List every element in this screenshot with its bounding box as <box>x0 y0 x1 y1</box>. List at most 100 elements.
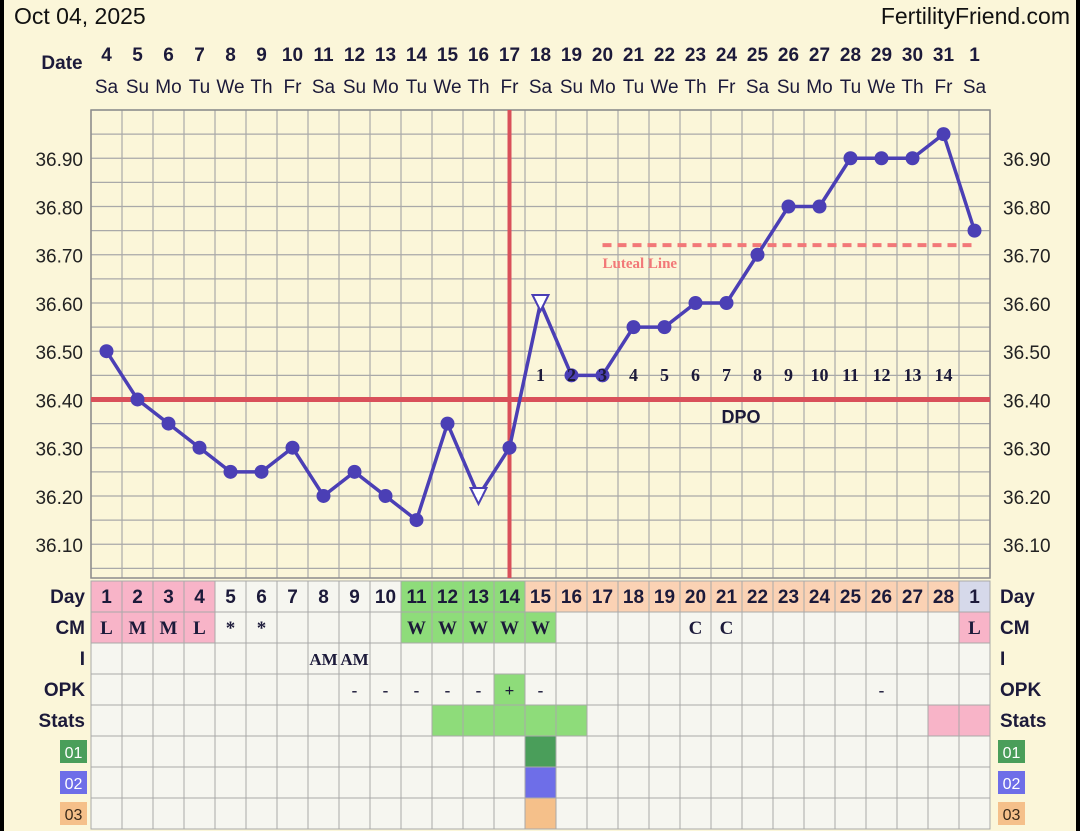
row-label-right: I <box>1000 649 1005 670</box>
table-cell-text: * <box>226 618 236 639</box>
table-cell <box>617 611 650 644</box>
table-cell <box>400 642 433 675</box>
table-cell-text: - <box>476 681 482 700</box>
table-cell <box>896 673 929 706</box>
dpo-number: 8 <box>753 365 762 385</box>
y-tick-label-left: 36.50 <box>35 343 83 364</box>
table-cell <box>307 766 340 799</box>
table-cell <box>834 735 867 768</box>
x-date-label: 11 <box>313 45 334 66</box>
table-cell-text: 27 <box>902 587 923 608</box>
table-cell <box>338 580 371 613</box>
table-cell <box>865 704 898 737</box>
table-cell <box>121 673 154 706</box>
dpo-number: 13 <box>904 365 922 385</box>
table-cell <box>896 766 929 799</box>
table-cell-text: W <box>500 618 519 639</box>
x-date-label: 6 <box>163 45 174 66</box>
table-cell <box>741 611 774 644</box>
table-cell <box>958 797 991 830</box>
table-cell <box>710 735 743 768</box>
table-cell-text: 5 <box>225 587 236 608</box>
table-cell-text: 20 <box>685 587 706 608</box>
row-label-right: Day <box>1000 587 1035 608</box>
table-cell-text: 19 <box>654 587 675 608</box>
table-cell <box>803 642 836 675</box>
table-cell <box>121 797 154 830</box>
temperature-point <box>254 464 269 479</box>
table-cell <box>214 704 247 737</box>
table-cell <box>927 735 960 768</box>
date-row-label: Date <box>41 53 82 74</box>
temperature-point <box>595 368 610 383</box>
table-cell <box>245 673 278 706</box>
table-cell <box>214 673 247 706</box>
site-name[interactable]: FertilityFriend.com <box>881 3 1070 29</box>
table-cell <box>958 673 991 706</box>
temperature-point <box>843 151 858 166</box>
x-weekday-label: Mo <box>155 77 181 98</box>
chart-date: Oct 04, 2025 <box>14 3 146 29</box>
table-cell <box>927 611 960 644</box>
table-cell <box>896 611 929 644</box>
x-date-label: 25 <box>747 45 769 66</box>
x-date-label: 5 <box>132 45 143 66</box>
table-cell <box>586 611 619 644</box>
table-cell-text: - <box>445 681 451 700</box>
table-cell <box>431 766 464 799</box>
y-tick-label-left: 36.20 <box>35 488 83 509</box>
x-date-label: 28 <box>840 45 861 66</box>
temperature-point <box>657 320 672 335</box>
table-cell <box>276 735 309 768</box>
table-cell <box>369 580 402 613</box>
x-weekday-label: Su <box>343 77 366 98</box>
table-cell-text: - <box>352 681 358 700</box>
table-cell <box>803 611 836 644</box>
temperature-point-open <box>468 486 489 507</box>
table-cell <box>462 766 495 799</box>
table-cell <box>679 704 712 737</box>
y-tick-label-right: 36.30 <box>1003 440 1051 461</box>
dpo-number: 6 <box>691 365 700 385</box>
table-cell <box>307 611 340 644</box>
table-cell <box>493 797 526 830</box>
table-cell <box>214 642 247 675</box>
x-weekday-label: Fr <box>935 77 954 98</box>
table-cell-text: 24 <box>809 587 831 608</box>
x-date-label: 31 <box>933 45 955 66</box>
table-cell <box>586 797 619 830</box>
table-cell <box>493 766 526 799</box>
table-cell <box>245 642 278 675</box>
table-cell-text: 6 <box>256 587 267 608</box>
table-cell <box>121 704 154 737</box>
table-cell <box>555 611 588 644</box>
table-cell <box>183 642 216 675</box>
x-date-label: 27 <box>809 45 830 66</box>
table-cell-text: W <box>407 618 426 639</box>
table-cell <box>648 673 681 706</box>
table-cell-text: W <box>531 618 550 639</box>
badge-text-r03: 03 <box>65 807 83 824</box>
row-label-left: I <box>80 649 85 670</box>
table-cell <box>679 766 712 799</box>
dpo-number: 11 <box>842 365 859 385</box>
table-cell <box>183 735 216 768</box>
table-cell <box>524 735 557 768</box>
temperature-point <box>440 416 455 431</box>
x-weekday-label: Sa <box>95 77 119 98</box>
row-label-right: OPK <box>1000 680 1041 701</box>
table-cell <box>772 735 805 768</box>
table-cell <box>276 704 309 737</box>
table-cell <box>152 797 185 830</box>
table-cell <box>958 580 991 613</box>
dpo-number: 12 <box>873 365 891 385</box>
dpo-number: 7 <box>722 365 731 385</box>
dpo-number: 5 <box>660 365 669 385</box>
table-cell-text: AM <box>309 650 337 669</box>
x-axis-date-labels: 4 5 6 7 8 9 10 11 12 13 14 15 16 17 18 19 20 21 22 23 24 25 26… <box>95 45 987 98</box>
temperature-point <box>409 513 424 528</box>
temperature-grid <box>90 109 991 579</box>
badge-text-r01: 01 <box>1003 745 1021 762</box>
temperature-point <box>874 151 889 166</box>
table-cell <box>710 642 743 675</box>
